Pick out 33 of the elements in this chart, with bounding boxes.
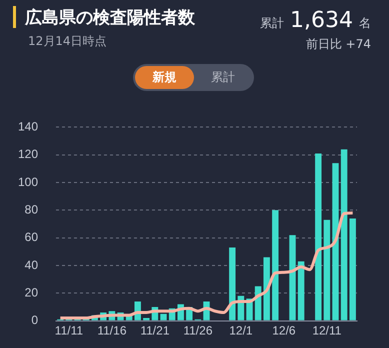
y-tick-label: 140 bbox=[18, 120, 38, 134]
text: 名 bbox=[359, 15, 371, 32]
y-tick-label: 20 bbox=[24, 285, 38, 300]
text: 1,634 bbox=[290, 8, 353, 33]
line-series bbox=[58, 211, 354, 320]
x-tick-label: 11/26 bbox=[183, 323, 213, 338]
chart-subtitle: 12月14日時点 bbox=[28, 33, 107, 50]
bar bbox=[229, 248, 236, 320]
x-tick-label: 12/11 bbox=[312, 323, 342, 338]
bar bbox=[272, 210, 279, 320]
bar bbox=[298, 261, 304, 320]
y-tick-label: 40 bbox=[24, 258, 38, 272]
x-tick-label: 11/16 bbox=[97, 323, 127, 338]
x-tick-label: 12/6 bbox=[272, 323, 296, 338]
text: 前日比 +74 bbox=[306, 36, 371, 53]
bar bbox=[263, 257, 270, 320]
chart-title: 広島県の検査陽性者数 bbox=[25, 7, 195, 29]
y-tick-label: 80 bbox=[24, 202, 38, 216]
bar bbox=[340, 149, 348, 320]
x-tick-label: 12/1 bbox=[229, 323, 253, 338]
text: 累計 bbox=[260, 15, 284, 32]
y-tick-label: 120 bbox=[18, 147, 38, 162]
x-tick-label: 11/21 bbox=[140, 323, 170, 338]
y-tick-label: 100 bbox=[18, 174, 38, 189]
bar bbox=[315, 153, 322, 320]
toggle-switch: 新規 累計 bbox=[133, 64, 254, 91]
x-tick-label: 11/11 bbox=[54, 323, 84, 338]
y-tick-label: 60 bbox=[24, 230, 38, 244]
bar bbox=[349, 218, 356, 320]
bar bbox=[160, 314, 167, 320]
bar bbox=[324, 220, 330, 320]
bar bbox=[289, 235, 296, 320]
y-tick-label: 0 bbox=[31, 313, 38, 328]
